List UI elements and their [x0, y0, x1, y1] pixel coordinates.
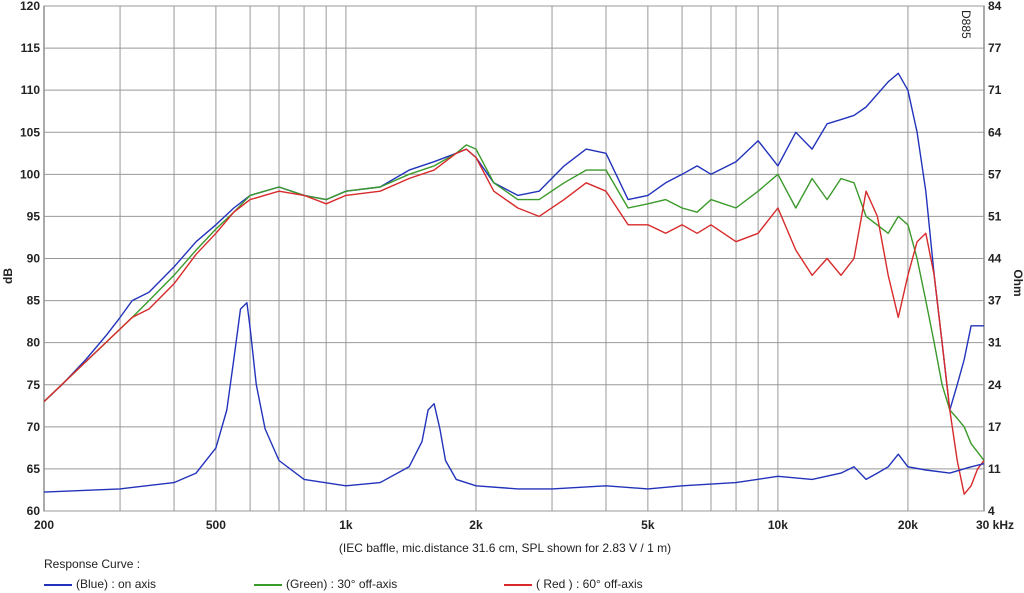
impedance-curve	[43, 302, 985, 493]
y2-tick-label: 44	[988, 252, 1002, 266]
legend-item-blue: (Blue) : on axis	[44, 577, 156, 591]
y2-tick-label: 71	[988, 83, 1002, 97]
response-curves	[43, 72, 985, 495]
y-tick-label: 120	[20, 0, 40, 13]
y-tick-label: 90	[27, 252, 41, 266]
x-tick-label: 1k	[339, 518, 353, 532]
x-tick-label: 5k	[641, 518, 655, 532]
y2-tick-label: 31	[988, 336, 1002, 350]
y2-tick-label: 51	[988, 209, 1002, 223]
y2-tick-label: 77	[988, 41, 1002, 55]
legend-swatch-green	[254, 583, 282, 586]
y-tick-label: 75	[27, 378, 41, 392]
x-tick-label: 20k	[898, 518, 918, 532]
legend-item-red: ( Red ) : 60° off-axis	[504, 577, 643, 591]
y-tick-label: 115	[21, 41, 41, 55]
x-axis-ticks: 200 500 1k 2k 5k 10k 20k 30 kHz	[34, 518, 1014, 532]
y2-tick-label: 64	[988, 125, 1002, 139]
x-axis-caption: (IEC baffle, mic.distance 31.6 cm, SPL s…	[339, 541, 671, 555]
y2-tick-label: 11	[988, 462, 1001, 476]
x-tick-label: 2k	[469, 518, 483, 532]
x-tick-label: 30 kHz	[976, 518, 1014, 532]
y2-tick-label: 17	[988, 420, 1002, 434]
y-tick-label: 80	[27, 336, 41, 350]
response-curve-red	[43, 148, 985, 495]
legend-label-blue: (Blue) : on axis	[76, 577, 157, 591]
y-axis-label: dB	[1, 268, 15, 284]
y2-tick-label: 84	[988, 0, 1002, 13]
y2-axis-ticks: 4 11 17 24 31 37 44 51 57 64 71 77 84	[988, 0, 1002, 518]
y-tick-label: 110	[21, 83, 41, 97]
x-tick-label: 500	[206, 518, 226, 532]
legend-label-red: ( Red ) : 60° off-axis	[536, 577, 643, 591]
grid-lines	[44, 5, 984, 512]
legend-label-green: (Green) : 30° off-axis	[286, 577, 398, 591]
watermark: D885	[959, 10, 973, 39]
y-axis-ticks: 60 65 70 75 80 85 90 95 100 105 110 115 120	[20, 0, 40, 518]
y-tick-label: 70	[27, 420, 41, 434]
legend-swatch-blue	[44, 583, 72, 586]
y-tick-label: 100	[20, 167, 40, 181]
y2-tick-label: 37	[988, 294, 1002, 308]
y2-tick-label: 24	[988, 378, 1002, 392]
legend-swatch-red	[504, 583, 532, 586]
y2-tick-label: 57	[988, 167, 1002, 181]
y-tick-label: 95	[27, 209, 41, 223]
legend-item-green: (Green) : 30° off-axis	[254, 577, 397, 591]
legend-title: Response Curve :	[44, 557, 141, 571]
y-tick-label: 60	[27, 504, 41, 518]
y-tick-label: 65	[27, 462, 41, 476]
y2-tick-label: 4	[988, 504, 995, 518]
y-tick-label: 105	[20, 125, 40, 139]
y-tick-label: 85	[27, 294, 41, 308]
y2-axis-label: Ohm	[1011, 269, 1024, 296]
x-tick-label: 10k	[768, 518, 788, 532]
response-curve-blue	[43, 72, 984, 411]
x-tick-label: 200	[34, 518, 54, 532]
response-curve-green	[43, 144, 985, 461]
